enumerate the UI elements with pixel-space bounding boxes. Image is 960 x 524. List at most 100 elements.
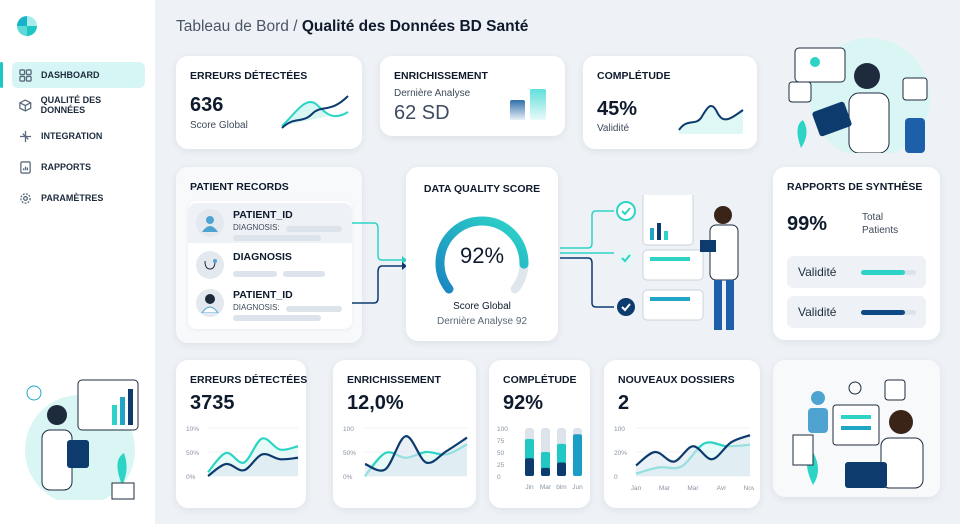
doctor-illustration bbox=[25, 379, 139, 500]
card-value: 45% bbox=[597, 98, 638, 120]
y-tick-label: 50% bbox=[186, 450, 199, 457]
card-value: 99% bbox=[787, 213, 828, 235]
integration-icon bbox=[19, 130, 32, 142]
card-value: 636 bbox=[190, 94, 224, 116]
card-title: ERREURS DÉTECTÉES bbox=[190, 374, 308, 386]
record-item[interactable]: PATIENT_ID DIAGNOSIS: bbox=[188, 203, 352, 243]
score-gauge: 92% bbox=[435, 216, 529, 294]
y-tick-label: 100 bbox=[343, 426, 354, 433]
sidebar-item-parametres[interactable]: PARAMÈTRES bbox=[12, 185, 145, 211]
patient-avatar-icon bbox=[196, 209, 224, 237]
cube-icon bbox=[19, 98, 32, 112]
line-chart: 10% 50% 0% bbox=[186, 426, 299, 481]
bar-navy bbox=[525, 458, 534, 476]
card-subtitle: Validité bbox=[597, 123, 630, 134]
title-text: Qualité des Données BD Santé bbox=[301, 18, 529, 35]
area-fill bbox=[208, 454, 298, 476]
y-tick-label: 10% bbox=[186, 426, 199, 433]
line-chart: 100 50% 0% bbox=[343, 426, 468, 481]
flow-arrows-in bbox=[352, 222, 407, 304]
record-item[interactable]: PATIENT_ID DIAGNOSIS: bbox=[188, 283, 352, 323]
card-erreurs: ERREURS DÉTECTÉES 636 Score Global bbox=[176, 56, 362, 149]
card-subtitle: Dernière Analyse bbox=[394, 88, 471, 99]
sidebar-item-label: PARAMÈTRES bbox=[41, 193, 104, 203]
card-title: COMPLÉTUDE bbox=[503, 374, 577, 386]
breadcrumb[interactable]: Tableau de Bord / bbox=[176, 18, 298, 35]
sidebar-item-label: DASHBOARD bbox=[41, 70, 100, 80]
progress-bar bbox=[861, 270, 916, 275]
progress-bar bbox=[861, 310, 916, 315]
panel-title: PATIENT RECORDS bbox=[190, 181, 289, 193]
x-tick-label: Mar bbox=[687, 485, 699, 492]
app-logo[interactable] bbox=[17, 16, 37, 36]
nurse-tablet-illustration bbox=[788, 38, 930, 153]
sidebar-item-rapports[interactable]: RAPPORTS bbox=[12, 154, 145, 180]
score-label: Score Global bbox=[453, 301, 511, 312]
y-tick-label: 0 bbox=[614, 474, 618, 481]
record-name: DIAGNOSIS bbox=[233, 251, 292, 263]
bottom-card-nouveaux: NOUVEAUX DOSSIERS 2 100 20% 0 Jan Mar Mar Avr Nov… bbox=[604, 360, 760, 508]
rapports-card: RAPPORTS DE SYNTHÈSE 99% Total Patients … bbox=[773, 167, 940, 340]
card-title: ERREURS DÉTECTÉES bbox=[190, 70, 308, 82]
card-title: ENRICHISSEMENT bbox=[394, 70, 488, 82]
sparkline bbox=[281, 95, 349, 129]
card-title: ENRICHISSEMENT bbox=[347, 374, 441, 386]
y-tick-label: 20% bbox=[614, 450, 627, 457]
sidebar-item-label: INTEGRATION bbox=[41, 131, 103, 141]
data-quality-score-card: DATA QUALITY SCORE 92% Score Global Dern… bbox=[406, 167, 558, 341]
card-title: DATA QUALITY SCORE bbox=[423, 183, 541, 195]
y-tick-label: 100 bbox=[497, 426, 508, 433]
gear-icon bbox=[20, 192, 31, 204]
series-line bbox=[635, 434, 751, 467]
y-tick-label: 50% bbox=[343, 450, 356, 457]
validity-row: Validité bbox=[787, 256, 926, 288]
sidebar-item-dashboard[interactable]: DASHBOARD bbox=[12, 62, 145, 88]
record-name: PATIENT_ID bbox=[233, 289, 293, 301]
row-label: Validité bbox=[798, 305, 837, 319]
illustration-card bbox=[773, 360, 940, 497]
x-tick-label: Mar bbox=[540, 484, 552, 491]
patient-records-panel: PATIENT RECORDS PATIENT_ID DIAGNOSIS: DI… bbox=[176, 167, 362, 343]
data-flow-illustration bbox=[560, 195, 739, 330]
bar-teal bbox=[573, 434, 582, 476]
record-name: PATIENT_ID bbox=[233, 209, 293, 221]
series-line bbox=[207, 437, 299, 473]
validity-row: Validité bbox=[787, 296, 926, 328]
report-icon bbox=[20, 160, 31, 174]
card-subtitle: Score Global bbox=[190, 120, 248, 131]
active-indicator bbox=[0, 62, 3, 88]
card-title: RAPPORTS DE SYNTHÈSE bbox=[787, 181, 923, 193]
card-value: 12,0% bbox=[347, 392, 404, 414]
bar-mark bbox=[510, 100, 525, 120]
bar-navy bbox=[557, 462, 566, 476]
bar-chart: 100 75 50 25 0 Jin Mar blm Jun bbox=[497, 426, 583, 491]
sidebar-item-qualite[interactable]: QUALITÉ DES DONNÉES bbox=[12, 92, 145, 118]
y-tick-label: 25 bbox=[497, 462, 505, 469]
series-line bbox=[364, 435, 468, 472]
score-subtitle: Dernière Analyse 92 bbox=[436, 316, 528, 327]
sidebar-item-label: RAPPORTS bbox=[41, 162, 92, 172]
x-tick-label: Jin bbox=[525, 484, 534, 491]
card-value: 3735 bbox=[190, 392, 235, 414]
sidebar: DASHBOARD QUALITÉ DES DONNÉES INTEGRATIO… bbox=[0, 0, 155, 524]
score-value: 92% bbox=[460, 243, 504, 268]
y-tick-label: 0% bbox=[186, 474, 196, 481]
series-line bbox=[207, 452, 299, 477]
doctor-avatar-icon bbox=[196, 289, 224, 317]
x-tick-label: Jan bbox=[631, 485, 642, 492]
bottom-card-enrichissement: ENRICHISSEMENT 12,0% 100 50% 0% bbox=[333, 360, 476, 508]
bar-navy bbox=[541, 467, 550, 476]
card-title: COMPLÉTUDE bbox=[597, 70, 671, 82]
sparkline bbox=[678, 105, 744, 134]
record-item[interactable]: DIAGNOSIS bbox=[188, 245, 352, 285]
stethoscope-icon bbox=[196, 251, 224, 279]
x-tick-label: Avr bbox=[717, 485, 727, 492]
area-fill bbox=[365, 436, 467, 476]
row-label: Validité bbox=[798, 265, 837, 279]
area-fill bbox=[636, 435, 750, 476]
x-tick-label: Mar bbox=[659, 485, 671, 492]
sidebar-item-integration[interactable]: INTEGRATION bbox=[12, 123, 145, 149]
page-title: Tableau de Bord / Qualité des Données BD… bbox=[176, 18, 528, 36]
record-diagnosis: DIAGNOSIS: bbox=[233, 223, 280, 232]
doctor-laptop-illustration bbox=[792, 379, 924, 489]
